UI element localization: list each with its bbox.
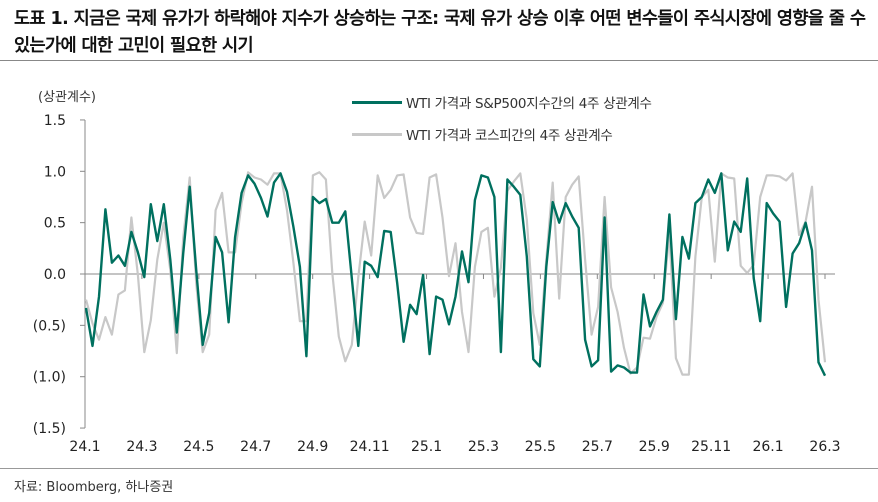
x-tick-label: 25.1 — [411, 439, 442, 455]
x-tick-label: 25.9 — [639, 439, 670, 455]
source-note: 자료: Bloomberg, 하나증권 — [14, 480, 174, 495]
x-tick-label: 26.1 — [752, 439, 783, 455]
x-tick-label: 25.7 — [582, 439, 613, 455]
x-tick-label: 26.3 — [809, 439, 840, 455]
y-tick-label: 0.0 — [44, 267, 66, 283]
series-line-sp500 — [84, 172, 827, 377]
chart-title: 도표 1. 지금은 국제 유가가 하락해야 지수가 상승하는 구조: 국제 유가… — [14, 9, 866, 56]
y-tick-label: (0.5) — [33, 318, 66, 334]
x-tick-label: 25.5 — [525, 439, 556, 455]
legend-item-sp500: WTI 가격과 S&P500지수간의 4주 상관계수 — [352, 92, 652, 112]
legend-swatch-sp500 — [352, 100, 402, 104]
y-tick-label: (1.0) — [33, 370, 66, 386]
source-divider — [0, 468, 878, 469]
legend-swatch-kospi — [352, 132, 402, 136]
legend-label-sp500: WTI 가격과 S&P500지수간의 4주 상관계수 — [406, 96, 652, 112]
y-tick-label: 1.5 — [44, 113, 66, 129]
x-tick-label: 24.5 — [183, 439, 214, 455]
y-tick-label: 0.5 — [44, 216, 66, 232]
y-axis-unit: (상관계수) — [38, 90, 96, 105]
legend-item-kospi: WTI 가격과 코스피간의 4주 상관계수 — [352, 124, 613, 144]
y-tick-label: 1.0 — [44, 164, 66, 180]
x-tick-label: 24.7 — [240, 439, 271, 455]
x-tick-label: 24.11 — [350, 439, 390, 455]
x-tick-label: 24.9 — [297, 439, 328, 455]
x-tick-label: 24.1 — [69, 439, 100, 455]
x-tick-label: 25.11 — [691, 439, 731, 455]
y-tick-label: (1.5) — [33, 421, 66, 437]
legend-label-kospi: WTI 가격과 코스피간의 4주 상관계수 — [406, 128, 613, 144]
x-tick-label: 25.3 — [468, 439, 499, 455]
x-tick-label: 24.3 — [126, 439, 157, 455]
title-divider — [0, 60, 878, 61]
